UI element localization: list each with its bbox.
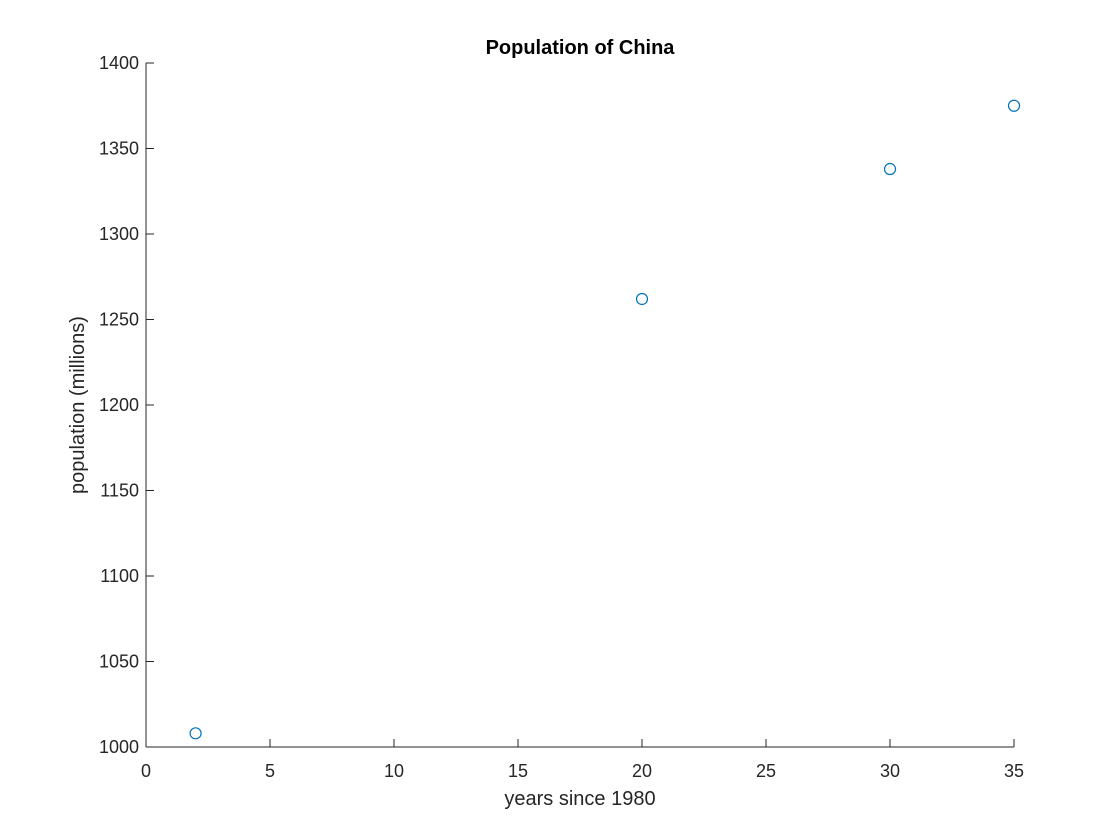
data-point	[635, 292, 649, 306]
x-tick-label: 15	[508, 761, 528, 781]
y-tick-label: 1300	[99, 224, 139, 244]
x-tick-label: 0	[141, 761, 151, 781]
x-tick-label: 35	[1004, 761, 1024, 781]
y-tick-label: 1400	[99, 53, 139, 73]
x-ticks: 0 5 10 15 20 25 30 35	[141, 739, 1024, 781]
y-tick-label: 1350	[99, 139, 139, 159]
y-tick-label: 1100	[100, 566, 139, 586]
y-axis-label: population (millions)	[67, 316, 89, 494]
y-tick-label: 1000	[99, 737, 139, 757]
x-tick-label: 20	[632, 761, 652, 781]
x-tick-label: 10	[384, 761, 404, 781]
y-tick-label: 1200	[99, 395, 139, 415]
x-tick-label: 5	[265, 761, 275, 781]
y-ticks: 1000 1050 1100 1150 1200 1250 1300 1350 1400	[99, 53, 154, 757]
chart-title: Population of China	[486, 37, 676, 59]
x-tick-label: 25	[756, 761, 776, 781]
y-tick-label: 1250	[99, 310, 139, 330]
y-tick-label: 1050	[99, 652, 139, 672]
x-axis-label: years since 1980	[504, 788, 655, 810]
data-points	[189, 99, 1021, 740]
data-point	[189, 727, 202, 740]
data-point	[1007, 99, 1021, 112]
y-tick-label: 1150	[100, 481, 139, 501]
data-point	[883, 162, 897, 176]
x-tick-label: 30	[880, 761, 900, 781]
